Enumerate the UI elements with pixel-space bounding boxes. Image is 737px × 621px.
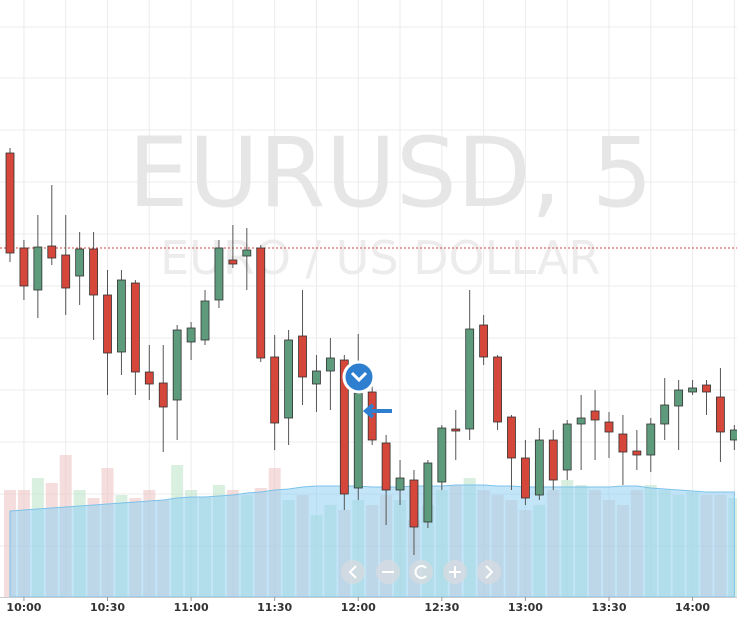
- candle-body: [75, 248, 85, 277]
- candle-body: [89, 248, 98, 296]
- candle-body: [688, 387, 697, 393]
- x-tick-label: 10:00: [6, 601, 41, 614]
- candle-body: [298, 335, 307, 378]
- candle-body: [451, 428, 461, 432]
- candle-body: [33, 246, 43, 291]
- candle-body: [437, 427, 447, 483]
- candle-body: [507, 416, 516, 459]
- candle-body: [716, 396, 725, 433]
- candle-body: [61, 254, 71, 289]
- x-tick-label: 13:00: [508, 601, 543, 614]
- marker-circle[interactable]: [342, 360, 376, 394]
- trade-marker[interactable]: [342, 360, 392, 419]
- candle-body: [186, 327, 196, 343]
- candle-body: [562, 423, 572, 471]
- candle-body: [19, 247, 29, 287]
- candle-body: [646, 423, 656, 456]
- candle-body: [618, 433, 628, 453]
- scroll-left-button[interactable]: [341, 560, 365, 584]
- scroll-right-button[interactable]: [477, 560, 501, 584]
- candle-body: [103, 294, 112, 354]
- candle-body: [256, 247, 266, 359]
- time-axis-bg: [0, 597, 737, 621]
- marker-arrow: [362, 403, 392, 419]
- marker-icon: [350, 371, 368, 383]
- candle-body: [270, 356, 280, 424]
- candle-body: [534, 439, 544, 496]
- candle-body: [660, 404, 670, 425]
- candle-body: [493, 356, 502, 423]
- candle-body: [228, 259, 238, 265]
- watermark-description: EURO / US DOLLAR: [160, 231, 601, 285]
- candle-body: [353, 392, 363, 489]
- candle-body: [395, 477, 405, 491]
- x-tick-label: 13:30: [591, 601, 626, 614]
- candle-body: [144, 371, 154, 385]
- x-tick-label: 11:30: [257, 601, 292, 614]
- candle-body: [339, 359, 349, 495]
- candle-body: [632, 450, 642, 456]
- candle-body: [548, 439, 558, 481]
- zoom-controls: [341, 560, 501, 584]
- reset-button[interactable]: [409, 560, 433, 584]
- x-tick-label: 10:30: [90, 601, 125, 614]
- candle-body: [325, 357, 335, 372]
- candle-body: [242, 249, 252, 257]
- candle-body: [465, 328, 475, 430]
- candle-body: [214, 247, 224, 301]
- x-tick-label: 11:00: [174, 601, 209, 614]
- candle-body: [200, 300, 210, 341]
- watermark-symbol: EURUSD, 5: [128, 117, 653, 229]
- candle-body: [576, 417, 586, 425]
- candle-body: [729, 429, 737, 441]
- candle-body: [158, 382, 168, 408]
- candle-body: [117, 279, 126, 353]
- x-tick-label: 14:00: [675, 601, 710, 614]
- candle-body: [381, 442, 391, 491]
- candle-body: [590, 410, 600, 421]
- candle-body: [284, 339, 294, 419]
- candle-body: [47, 245, 57, 259]
- candle-body: [130, 282, 140, 373]
- candle-body: [172, 329, 182, 401]
- candle-body: [674, 389, 684, 407]
- candle-body: [604, 421, 614, 433]
- candle-body: [409, 479, 419, 528]
- candle-body: [479, 324, 489, 358]
- x-tick-label: 12:30: [424, 601, 459, 614]
- candle-body: [521, 457, 530, 499]
- zoom-in-button[interactable]: [443, 560, 467, 584]
- candle-body: [312, 370, 321, 385]
- candle-body: [702, 384, 711, 393]
- volume-ma-area: [9, 484, 735, 598]
- zoom-out-button[interactable]: [376, 560, 400, 584]
- candle-body: [423, 462, 433, 523]
- x-tick-label: 12:00: [341, 601, 376, 614]
- candle-body: [5, 152, 15, 254]
